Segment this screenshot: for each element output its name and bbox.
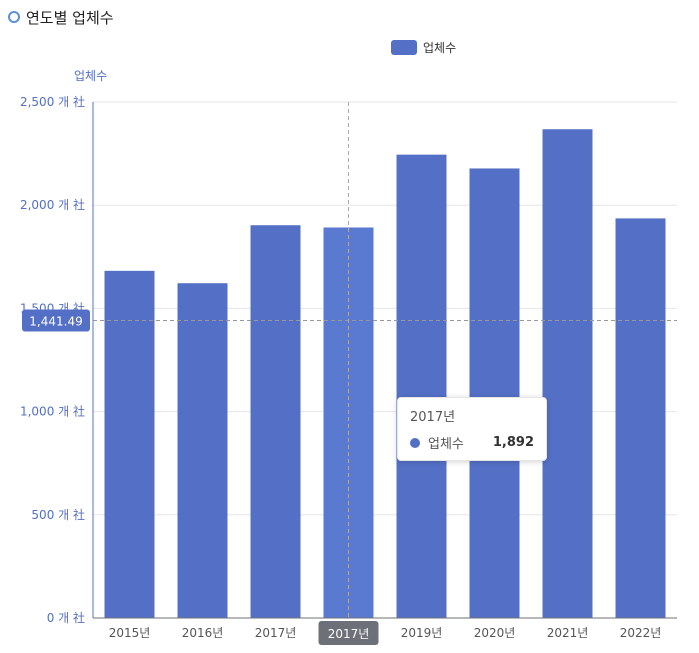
tooltip-series-dot-icon [410,437,420,448]
average-label-box [22,309,90,332]
average-label: 1,441.49 [29,314,82,328]
bar[interactable] [469,168,520,618]
tooltip-series-name: 업체수 [428,437,464,452]
legend[interactable]: 업체수 [391,40,456,55]
bars[interactable] [104,129,666,618]
bar[interactable] [250,225,301,618]
axis-pointer-label-box [318,621,379,645]
legend-swatch-series[interactable] [391,40,417,55]
bar[interactable] [396,154,447,618]
tooltip: 2017년 업체수 1,892 [397,397,547,461]
y-tick-label: 2,500 개 社 [20,94,85,109]
tooltip-row: 업체수 1,892 [410,433,534,452]
x-tick-label: 2017년 [255,626,297,640]
y-tick-label: 0 개 社 [47,610,85,625]
axes [92,102,677,619]
average-line: 1,441.49 [22,309,677,332]
hover-indicator: 2017년 [318,102,379,645]
y-tick-label: 500 개 社 [31,507,85,522]
chart-header: 연도별 업체수 [8,6,114,28]
legend-label-series[interactable]: 업체수 [423,41,456,55]
x-axis-ticks: 2015년 2016년 2017년 2017년 2019년 2020년 2021년 2022년 [109,626,662,640]
bar[interactable] [615,218,666,618]
bar[interactable] [177,283,228,618]
x-tick-label: 2019년 [401,626,443,640]
chart-title: 연도별 업체수 [26,8,114,27]
tooltip-category: 2017년 [410,410,456,425]
x-tick-label: 2022년 [620,626,662,640]
axis-pointer-label: 2017년 [328,627,370,641]
y-axis-title: 업체수 [74,69,107,83]
y-tick-label: 2,000 개 社 [20,197,85,212]
title-bullet-icon [8,11,20,23]
x-tick-label: 2020년 [474,626,516,640]
bar[interactable] [542,129,593,618]
bar[interactable] [104,270,155,618]
y-tick-label: 1,000 개 社 [20,404,85,419]
x-tick-label: 2021년 [547,626,589,640]
x-tick-label: 2016년 [182,626,224,640]
tooltip-value: 1,892 [492,435,534,450]
x-tick-label: 2015년 [109,626,151,640]
